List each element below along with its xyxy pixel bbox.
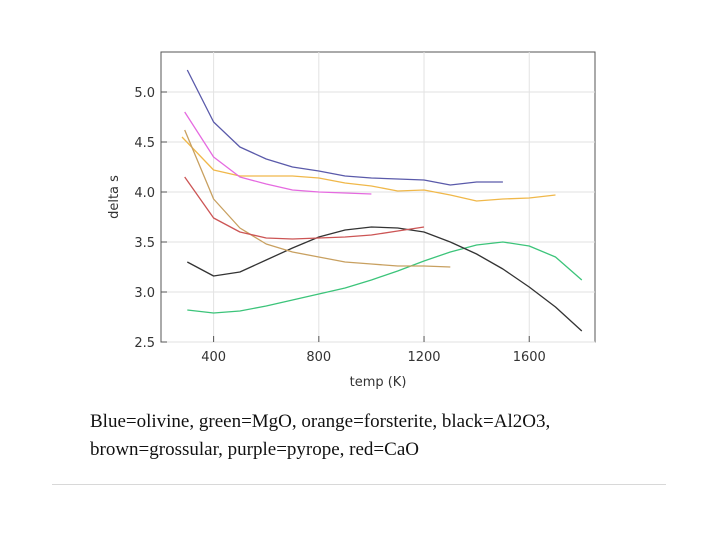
y-tick-label: 3.5 bbox=[134, 236, 155, 251]
series-line-olivine bbox=[186, 69, 503, 186]
gridlines bbox=[161, 52, 595, 343]
series-line-mgo bbox=[187, 241, 583, 314]
y-tick-label: 3.0 bbox=[134, 286, 155, 301]
y-tick-label: 4.5 bbox=[134, 136, 155, 151]
x-tick-label: 1200 bbox=[407, 350, 440, 365]
series-line-al2o3 bbox=[186, 226, 583, 332]
y-tick-label: 4.0 bbox=[134, 186, 155, 201]
divider bbox=[52, 484, 666, 485]
plot-frame bbox=[160, 51, 596, 343]
caption: Blue=olivine, green=MgO, orange=forsteri… bbox=[90, 408, 690, 464]
caption-line-1: Blue=olivine, green=MgO, orange=forsteri… bbox=[90, 411, 551, 432]
x-tick-label: 1600 bbox=[513, 350, 546, 365]
y-tick-label: 2.5 bbox=[134, 336, 155, 351]
series-line-cao bbox=[184, 176, 425, 240]
series-line-grossular bbox=[184, 129, 451, 268]
x-tick-label: 400 bbox=[201, 350, 226, 365]
series-line-pyrope bbox=[184, 111, 372, 195]
series-line-forsterite bbox=[181, 136, 556, 202]
caption-line-2: brown=grossular, purple=pyrope, red=CaO bbox=[90, 439, 419, 460]
series-layer bbox=[181, 69, 583, 332]
x-axis-label: temp (K) bbox=[350, 375, 407, 390]
line-chart: temp (K) delta s 400 800 1200 1600 2.5 3.0 3.5… bbox=[107, 51, 596, 390]
x-tick-label: 800 bbox=[306, 350, 331, 365]
y-tick-label: 5.0 bbox=[134, 86, 155, 101]
y-axis-label: delta s bbox=[107, 175, 122, 219]
tick-marks bbox=[161, 91, 530, 343]
